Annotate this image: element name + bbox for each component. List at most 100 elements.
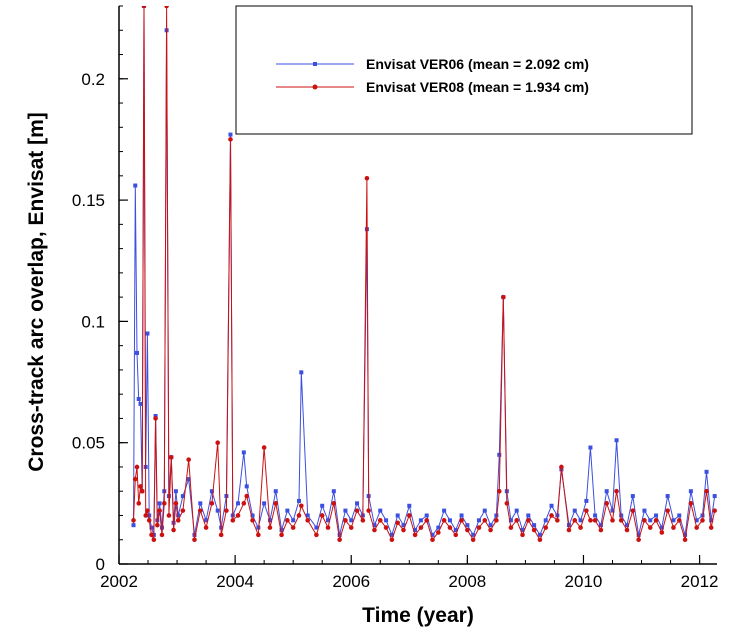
data-point — [654, 513, 659, 518]
data-point — [588, 518, 593, 523]
data-point — [671, 518, 676, 523]
data-point — [314, 525, 319, 530]
data-point — [203, 525, 209, 530]
data-point — [588, 445, 593, 450]
x-tick-label: 2004 — [216, 572, 254, 591]
data-point — [378, 508, 383, 513]
data-point — [244, 484, 249, 489]
data-point — [482, 518, 488, 523]
data-point — [395, 520, 400, 526]
data-point — [447, 518, 452, 523]
data-point — [153, 416, 158, 421]
legend-box — [235, 5, 693, 135]
data-point — [488, 527, 493, 533]
data-point — [326, 518, 331, 523]
data-point — [186, 477, 191, 482]
data-point — [250, 518, 255, 523]
data-point — [136, 397, 141, 402]
data-point — [413, 528, 418, 533]
data-point — [157, 501, 162, 506]
data-point — [642, 518, 647, 523]
data-point — [465, 523, 470, 528]
data-point — [559, 464, 564, 470]
data-point — [279, 528, 284, 533]
series-1 — [131, 6, 717, 543]
legend-label-ver08: Envisat VER08 (mean = 1.934 cm) — [366, 79, 589, 95]
data-point — [155, 522, 160, 528]
data-point — [305, 513, 310, 518]
y-tick-label: 0 — [96, 555, 105, 574]
data-point — [700, 513, 705, 518]
data-point — [504, 501, 510, 506]
data-point — [141, 6, 147, 9]
data-point — [704, 488, 709, 494]
data-point — [228, 137, 233, 142]
data-point — [465, 527, 470, 533]
data-point — [436, 530, 441, 535]
data-point — [514, 508, 519, 513]
data-point — [482, 508, 487, 513]
data-point — [131, 518, 136, 523]
data-point — [343, 508, 348, 513]
data-point — [471, 532, 476, 537]
data-point — [584, 498, 589, 503]
data-point — [180, 508, 186, 513]
legend-marker-ver06 — [313, 62, 317, 66]
data-point — [566, 527, 572, 533]
data-point — [647, 525, 653, 530]
data-point — [215, 440, 220, 445]
data-point — [209, 501, 215, 506]
data-point — [366, 508, 371, 513]
data-point — [176, 513, 181, 518]
data-point — [592, 518, 598, 523]
data-point — [712, 508, 717, 513]
data-point — [343, 518, 348, 523]
data-point — [267, 525, 273, 530]
data-point — [572, 508, 577, 513]
data-point — [166, 513, 172, 518]
data-point — [694, 518, 699, 523]
data-point — [688, 501, 694, 506]
data-point — [441, 518, 447, 523]
data-point — [320, 503, 325, 508]
axes-layer: 0 0.05 0.1 0.15 0.2 2002 2004 2006 2008 2010 2012 — [72, 5, 718, 591]
series-layer — [131, 6, 717, 543]
data-point — [642, 508, 647, 513]
x-tick-label: 2010 — [565, 572, 603, 591]
data-point — [164, 6, 169, 9]
data-point — [610, 518, 615, 523]
data-point — [236, 501, 241, 506]
data-point — [175, 518, 181, 523]
data-point — [598, 523, 603, 528]
data-point — [578, 518, 583, 523]
data-point — [648, 518, 653, 523]
data-point — [682, 537, 688, 543]
data-point — [224, 508, 229, 513]
data-point — [159, 532, 165, 538]
data-point — [262, 501, 267, 506]
data-point — [241, 450, 246, 455]
data-point — [604, 489, 609, 494]
data-point — [501, 294, 506, 300]
data-point — [677, 513, 682, 518]
data-point — [424, 518, 430, 523]
data-point — [364, 175, 370, 181]
data-point — [153, 414, 158, 419]
data-point — [131, 523, 136, 528]
data-point — [337, 532, 342, 537]
data-point — [520, 532, 525, 538]
data-point — [279, 532, 284, 538]
data-point — [614, 438, 619, 443]
legend: Envisat VER06 (mean = 2.092 cm) Envisat … — [235, 5, 693, 135]
data-point — [331, 501, 337, 506]
data-point — [151, 537, 157, 543]
data-point — [285, 508, 290, 513]
data-point — [186, 457, 191, 462]
data-point — [355, 501, 360, 506]
data-point — [412, 532, 418, 538]
data-point — [204, 518, 209, 523]
data-point — [305, 518, 310, 523]
data-point — [348, 525, 354, 530]
data-point — [659, 530, 665, 535]
data-point — [149, 532, 154, 538]
